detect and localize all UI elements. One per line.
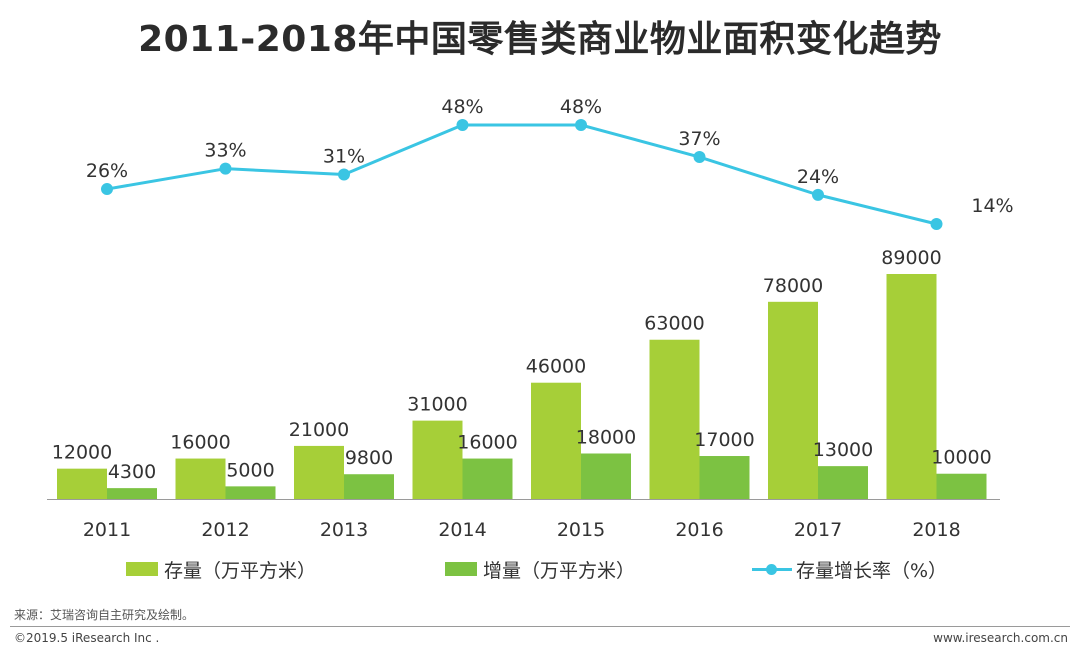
rate-point-2015 (575, 119, 587, 131)
bar-increment-2016 (699, 456, 750, 499)
label-stock-2011: 12000 (52, 442, 112, 464)
label-stock-2017: 78000 (763, 275, 823, 297)
rate-label-2013: 31% (323, 146, 365, 168)
rate-point-2016 (693, 151, 706, 164)
website-link[interactable]: www.iresearch.com.cn (933, 631, 1068, 645)
label-increment-2016: 17000 (694, 429, 754, 451)
label-increment-2012: 5000 (226, 459, 274, 481)
legend-swatch-stock (126, 562, 158, 576)
legend-label-rate: 存量增长率（%） (796, 559, 948, 582)
rate-point-2017 (812, 188, 824, 201)
label-stock-2015: 46000 (526, 356, 586, 378)
legend-rate: 存量增长率（%） (752, 554, 947, 584)
bar-increment-2015 (581, 453, 631, 499)
bar-increment-2018 (936, 473, 987, 499)
label-increment-2011: 4300 (108, 461, 156, 483)
footer-divider (10, 626, 1070, 627)
bar-stock-2014 (412, 420, 463, 499)
x-tick-2014: 2014 (438, 519, 486, 541)
legend-label-stock: 存量（万平方米） (164, 559, 317, 582)
label-increment-2015: 18000 (576, 426, 636, 448)
bar-stock-2018 (886, 274, 937, 499)
bar-increment-2014 (462, 458, 513, 499)
label-stock-2014: 31000 (407, 394, 467, 416)
bar-increment-2017 (818, 466, 868, 499)
legend-increment: 增量（万平方米） (445, 554, 635, 584)
label-increment-2013: 9800 (345, 447, 393, 469)
rate-point-2012 (219, 162, 232, 175)
rate-label-2016: 37% (678, 128, 720, 150)
label-stock-2016: 63000 (644, 313, 704, 335)
bar-stock-2013 (294, 445, 344, 499)
x-tick-2015: 2015 (557, 519, 605, 541)
bar-stock-2012 (175, 458, 226, 499)
copyright: ©2019.5 iResearch Inc . (14, 631, 160, 645)
rate-point-2014 (456, 119, 469, 131)
legend-stock: 存量（万平方米） (126, 554, 316, 584)
rate-label-2015: 48% (560, 96, 602, 118)
bar-increment-2013 (344, 474, 394, 499)
rate-label-2011: 26% (86, 160, 128, 182)
x-tick-2011: 2011 (83, 519, 131, 541)
legend-swatch-rate (752, 562, 792, 576)
label-stock-2018: 89000 (881, 247, 941, 269)
bar-stock-2017 (768, 301, 818, 499)
rate-point-2011 (101, 183, 113, 196)
x-tick-2012: 2012 (201, 519, 249, 541)
rate-label-2012: 33% (204, 140, 246, 162)
x-tick-2013: 2013 (320, 519, 368, 541)
bar-stock-2015 (531, 382, 581, 499)
rate-label-2014: 48% (441, 96, 483, 118)
rate-line (106, 123, 937, 226)
bar-increment-2012 (225, 486, 276, 499)
label-stock-2013: 21000 (289, 419, 349, 441)
rate-point-2013 (338, 168, 350, 181)
bar-stock-2016 (649, 339, 700, 499)
label-increment-2017: 13000 (813, 439, 873, 461)
chart-title: 2011-2018年中国零售类商业物业面积变化趋势 (138, 19, 942, 60)
label-stock-2012: 16000 (170, 432, 230, 454)
source-note: 来源：艾瑞咨询自主研究及绘制。 (14, 608, 195, 622)
rate-label-2017: 24% (797, 166, 839, 188)
bar-increment-2011 (107, 488, 157, 499)
x-tick-2018: 2018 (912, 519, 960, 541)
legend-swatch-increment (445, 562, 477, 576)
legend-label-increment: 增量（万平方米） (483, 559, 636, 582)
rate-point-2018 (930, 218, 943, 230)
label-increment-2014: 16000 (457, 432, 517, 454)
bar-stock-2011 (57, 468, 107, 499)
label-increment-2018: 10000 (931, 447, 991, 469)
x-tick-2016: 2016 (675, 519, 723, 541)
x-tick-2017: 2017 (794, 519, 842, 541)
rate-label-2018: 14% (971, 195, 1013, 217)
